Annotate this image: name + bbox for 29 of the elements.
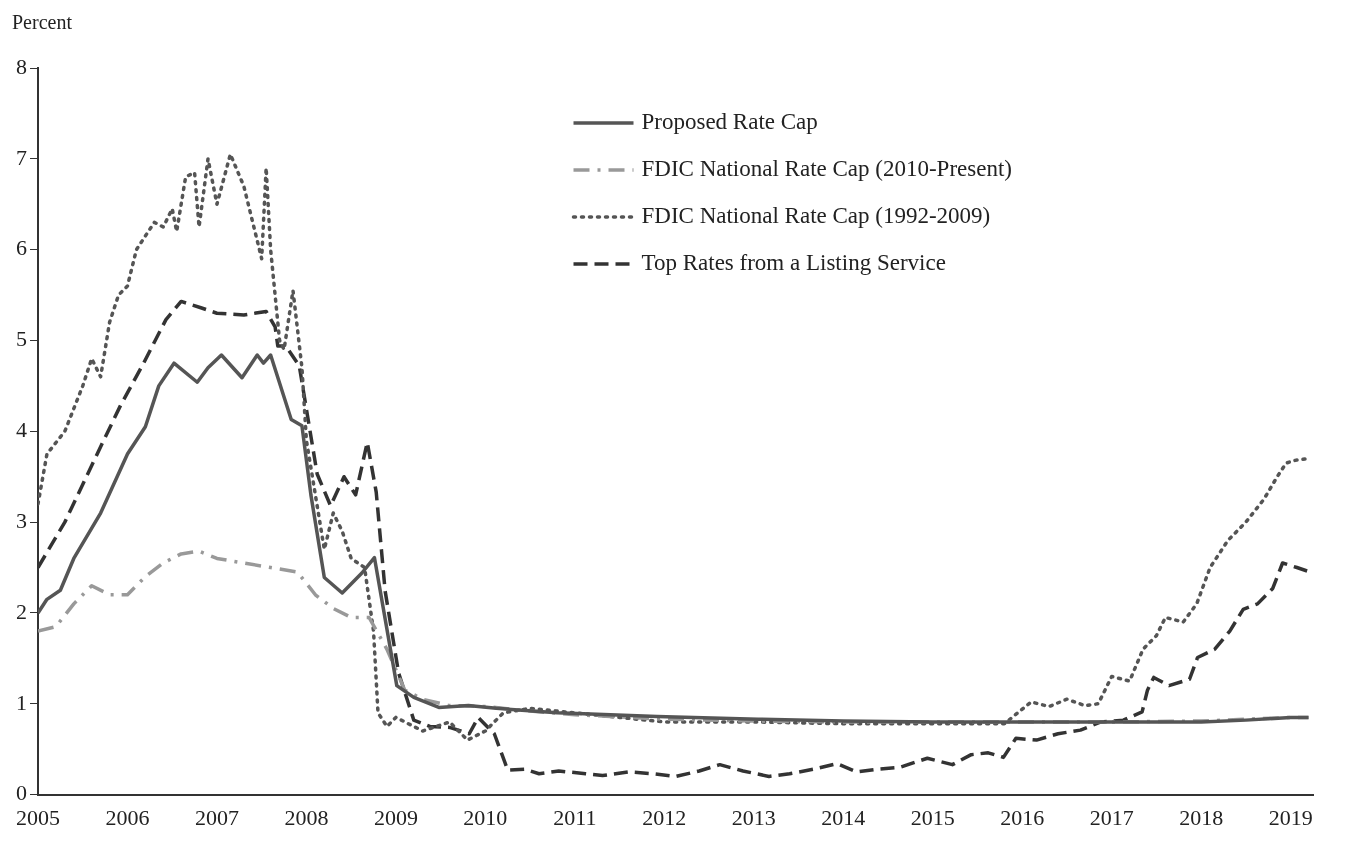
x-tick-label: 2010: [463, 804, 508, 830]
y-tick-label: 8: [16, 53, 27, 79]
y-tick-label: 3: [16, 507, 27, 533]
legend-label: Top Rates from a Listing Service: [641, 250, 946, 276]
y-tick-label: 1: [16, 689, 27, 715]
legend-label: FDIC National Rate Cap (2010-Present): [641, 156, 1012, 182]
x-tick-label: 2009: [373, 804, 418, 830]
y-tick-label: 6: [16, 235, 27, 261]
x-tick-label: 2012: [642, 804, 687, 830]
y-axis-title: Percent: [12, 11, 73, 34]
x-tick-label: 2008: [284, 804, 329, 830]
x-tick-label: 2013: [731, 804, 776, 830]
x-tick-label: 2006: [105, 804, 150, 830]
y-tick-label: 5: [16, 326, 27, 352]
y-tick-label: 0: [16, 780, 27, 806]
x-tick-label: 2014: [821, 804, 866, 830]
y-tick-label: 2: [16, 598, 27, 624]
x-tick-label: 2005: [16, 804, 60, 830]
x-tick-label: 2007: [194, 804, 239, 830]
x-tick-label: 2015: [910, 804, 955, 830]
x-tick-label: 2016: [1000, 804, 1045, 830]
x-tick-label: 2017: [1089, 804, 1134, 830]
y-tick-label: 4: [16, 417, 27, 443]
x-tick-label: 2011: [553, 804, 597, 830]
legend-label: FDIC National Rate Cap (1992-2009): [641, 203, 991, 229]
x-tick-label: 2019: [1268, 804, 1313, 830]
y-tick-label: 7: [16, 144, 27, 170]
legend-label: Proposed Rate Cap: [641, 109, 818, 135]
x-tick-label: 2018: [1179, 804, 1224, 830]
